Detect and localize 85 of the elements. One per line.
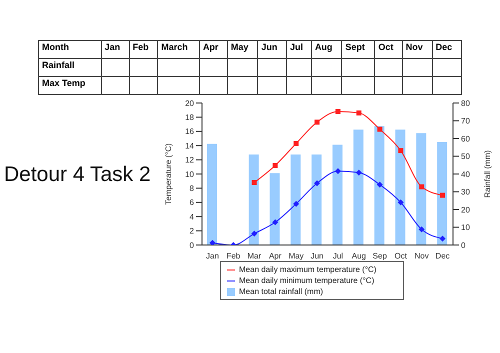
point	[252, 180, 257, 186]
point	[209, 240, 216, 245]
point	[376, 182, 383, 188]
category-label: Dec	[432, 40, 462, 58]
y-tick-label: 10	[185, 170, 195, 179]
category-label: Jan	[101, 40, 130, 58]
point	[314, 120, 320, 125]
bar	[207, 144, 217, 245]
y-tick-label: 4	[190, 212, 195, 222]
x-tick-label: Feb	[226, 252, 241, 261]
x-tick-label: Dec	[435, 252, 450, 261]
y2-tick-label: 50	[461, 152, 470, 162]
bar	[248, 154, 259, 245]
point	[314, 180, 320, 186]
category-label: Max Temp	[42, 78, 86, 88]
point	[356, 110, 362, 116]
y2-tick-label: 10	[461, 223, 470, 232]
bar	[270, 173, 280, 245]
category-label: March	[158, 40, 200, 58]
bar	[395, 130, 406, 245]
y2-tick-label: 80	[461, 98, 470, 108]
bar	[290, 154, 301, 245]
category-label: Apr	[199, 40, 228, 58]
y2-tick-label: 60	[461, 134, 470, 144]
category-label: Rainfall	[42, 60, 75, 70]
x-tick-label: Jun	[310, 252, 324, 261]
x-tick-label: May	[288, 252, 304, 261]
category-label: Nov	[402, 40, 432, 58]
x-tick-label: Apr	[268, 252, 282, 261]
x-tick-label: Jul	[332, 252, 344, 261]
y-tick-label: 16	[185, 127, 195, 136]
category-label: May	[227, 40, 258, 58]
category-label: Jul	[286, 40, 312, 58]
point	[334, 168, 341, 174]
x-tick-label: Jan	[206, 252, 219, 261]
bar	[374, 126, 384, 245]
category-label: Feb	[129, 40, 158, 58]
point	[293, 200, 300, 207]
point	[272, 219, 278, 226]
text: Month	[38, 40, 102, 58]
y2-axis-title: Rainfall (mm)	[482, 150, 492, 198]
point	[294, 140, 299, 146]
y-tick-label: 18	[185, 113, 195, 122]
y2-tick-label: 0	[461, 240, 466, 250]
point	[251, 230, 258, 237]
y-tick-label: 6	[190, 198, 195, 208]
x-tick-label: Aug	[352, 252, 366, 261]
bar	[416, 133, 426, 245]
legend-label: Mean total rainfall (mm)	[239, 287, 324, 296]
y-axis-title: Temperature (°C)	[164, 142, 173, 205]
y-tick-label: 2	[190, 226, 195, 236]
text: Detour 4 Task 2	[4, 163, 151, 187]
legend-label: Mean daily minimum temperature (°C)	[239, 276, 374, 285]
category-label: Oct	[374, 40, 402, 58]
bar	[312, 154, 322, 245]
point	[440, 236, 446, 242]
y2-tick-label: 70	[461, 116, 470, 126]
y-tick-label: 8	[190, 184, 195, 194]
bar	[332, 144, 342, 245]
legend-label: Mean daily maximum temperature (°C)	[239, 265, 376, 274]
point	[398, 148, 404, 154]
category-label: Aug	[311, 40, 342, 58]
x-tick-label: Nov	[414, 252, 429, 261]
y-tick-label: 14	[185, 141, 195, 150]
y2-tick-label: 20	[461, 205, 470, 214]
x-tick-label: Oct	[394, 252, 408, 261]
point	[356, 170, 362, 176]
y-tick-label: 20	[185, 98, 195, 108]
x-tick-label: Mar	[247, 252, 262, 261]
y-tick-label: 0	[190, 240, 195, 250]
point	[418, 226, 425, 232]
bar	[437, 142, 448, 245]
y2-tick-label: 30	[461, 188, 470, 197]
y-tick-label: 12	[185, 156, 195, 165]
category-label: Jun	[258, 40, 287, 58]
category-label: Sept	[342, 40, 375, 58]
point	[272, 162, 278, 168]
point	[440, 192, 446, 198]
point	[419, 184, 424, 190]
point	[377, 126, 382, 132]
y2-tick-label: 40	[461, 170, 470, 179]
bar	[353, 130, 364, 245]
point	[398, 199, 404, 206]
x-tick-label: Sep	[372, 252, 388, 261]
point	[335, 109, 340, 114]
